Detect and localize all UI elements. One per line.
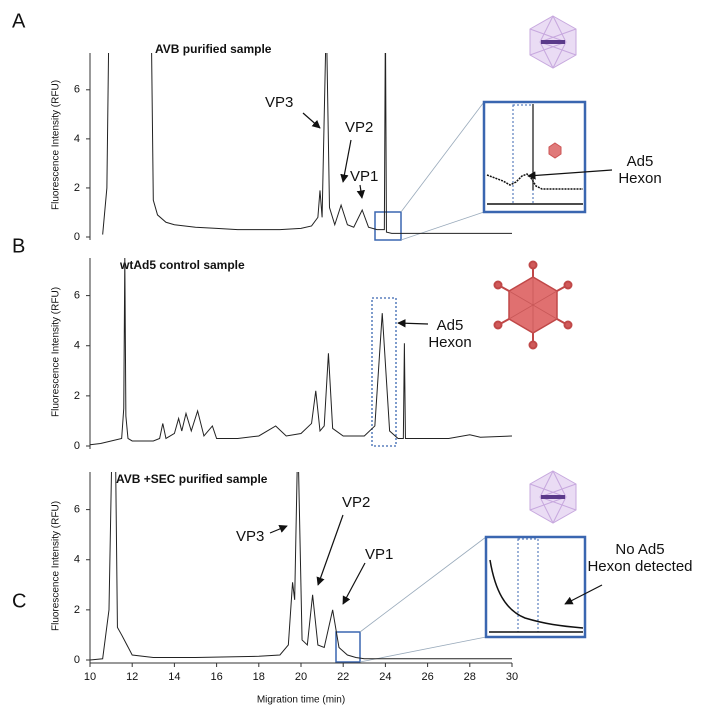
annotation: VP2 [345,119,373,136]
y-tick-label: 4 [74,554,80,566]
x-axis-label: Migration time (min) [257,695,345,706]
capsid-icon [529,470,577,524]
y-axis-label: Fluorescence Intensity (RFU) [51,80,62,210]
trace [102,53,512,235]
annotation: VP3 [265,94,293,111]
y-axis-label: Fluorescence Intensity (RFU) [51,287,62,417]
annotation-arrow [564,584,603,605]
trace [90,472,512,661]
annotation: Hexon [428,334,471,351]
annotation: Ad5 [627,153,654,170]
x-tick-label: 30 [506,671,518,683]
x-tick-label: 18 [253,671,265,683]
x-tick-label: 10 [84,671,96,683]
chart-title: AVB purified sample [155,42,272,56]
annotation: Ad5 [437,317,464,334]
annotation-arrow [527,169,613,180]
annotation: VP1 [350,168,378,185]
panel-letter: A [12,10,26,32]
inset-a [374,100,587,241]
x-tick-label: 22 [337,671,349,683]
x-tick-label: 28 [464,671,476,683]
annotation-arrow [316,514,344,586]
annotation-arrow [342,562,366,605]
y-tick-label: 2 [74,390,80,402]
annotation-arrow [302,112,321,129]
x-tick-label: 20 [295,671,307,683]
chart-title: wtAd5 control sample [119,258,245,272]
panel-letter: C [12,590,26,612]
annotation: No Ad5 [615,541,664,558]
y-tick-label: 6 [74,290,80,302]
annotation: VP2 [342,494,370,511]
y-tick-label: 0 [74,440,80,452]
inset-c [335,535,587,663]
panel-letter: B [12,235,25,257]
x-tick-label: 24 [379,671,391,683]
annotation: VP3 [236,528,264,545]
annotation-arrow [269,524,288,534]
capsid-icon [529,15,577,69]
y-axis-label: Fluorescence Intensity (RFU) [51,501,62,631]
adenovirus-icon [493,260,573,350]
annotation: Hexon detected [587,558,692,575]
x-tick-label: 16 [210,671,222,683]
x-tick-label: 12 [126,671,138,683]
y-tick-label: 6 [74,504,80,516]
y-tick-label: 4 [74,133,80,145]
y-tick-label: 2 [74,182,80,194]
y-tick-label: 4 [74,340,80,352]
annotation: VP1 [365,546,393,563]
x-tick-label: 26 [421,671,433,683]
annotation-arrow [397,319,429,328]
trace [90,258,512,446]
annotation-arrow [340,139,352,183]
x-tick-label: 14 [168,671,180,683]
annotation-arrow [356,184,366,199]
y-tick-label: 0 [74,231,80,243]
y-tick-label: 2 [74,604,80,616]
y-tick-label: 6 [74,84,80,96]
y-tick-label: 0 [74,654,80,666]
chart-title: AVB +SEC purified sample [116,472,268,486]
annotation: Hexon [618,170,661,187]
highlight-box [371,297,397,447]
